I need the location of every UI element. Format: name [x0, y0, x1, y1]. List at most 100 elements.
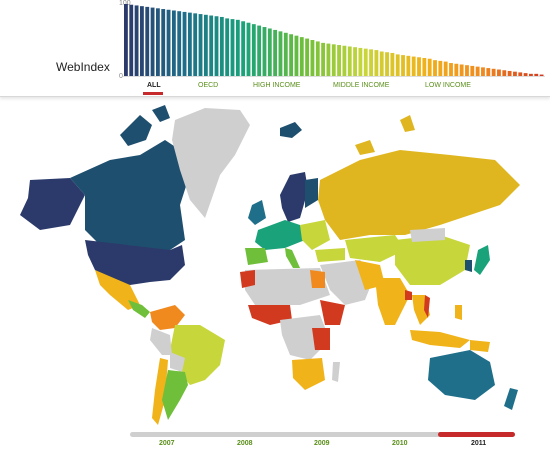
- bar[interactable]: [225, 18, 230, 76]
- bar[interactable]: [358, 47, 363, 76]
- bar[interactable]: [539, 74, 544, 76]
- bar[interactable]: [187, 12, 192, 77]
- bar[interactable]: [289, 34, 294, 76]
- country-korea[interactable]: [465, 260, 472, 272]
- country-argentina[interactable]: [162, 370, 188, 420]
- country-western-europe[interactable]: [255, 220, 305, 250]
- bar[interactable]: [257, 25, 262, 77]
- country-philippines[interactable]: [455, 305, 462, 320]
- country-madagascar[interactable]: [332, 362, 340, 382]
- year-2009[interactable]: 2009: [314, 440, 330, 447]
- bar[interactable]: [337, 45, 341, 76]
- bar[interactable]: [321, 42, 326, 76]
- bar[interactable]: [379, 51, 384, 76]
- bar[interactable]: [145, 6, 150, 77]
- bar[interactable]: [283, 32, 288, 76]
- country-morocco[interactable]: [240, 270, 255, 288]
- bar[interactable]: [481, 67, 485, 76]
- year-2007[interactable]: 2007: [159, 440, 175, 447]
- bar[interactable]: [331, 44, 336, 76]
- bar[interactable]: [459, 64, 464, 76]
- year-2010[interactable]: 2010: [392, 440, 408, 447]
- bar[interactable]: [470, 65, 475, 76]
- bar[interactable]: [155, 8, 160, 76]
- country-ethiopia-horn[interactable]: [320, 300, 345, 325]
- bar[interactable]: [235, 19, 240, 76]
- country-canada[interactable]: [70, 140, 195, 250]
- bar[interactable]: [161, 9, 166, 76]
- bar[interactable]: [294, 35, 299, 76]
- filter-all[interactable]: ALL: [147, 82, 161, 89]
- bar[interactable]: [374, 50, 379, 76]
- bar[interactable]: [401, 55, 405, 76]
- filter-middle-income[interactable]: MIDDLE INCOME: [333, 82, 390, 89]
- bar[interactable]: [523, 73, 528, 76]
- country-vietnam[interactable]: [424, 295, 430, 318]
- bar[interactable]: [465, 65, 469, 76]
- bar[interactable]: [342, 45, 347, 76]
- bar[interactable]: [150, 7, 155, 77]
- bar[interactable]: [310, 40, 315, 76]
- bar[interactable]: [278, 31, 283, 76]
- timeline-track[interactable]: [130, 432, 515, 437]
- bar[interactable]: [427, 58, 432, 76]
- bar[interactable]: [171, 10, 176, 77]
- country-egypt[interactable]: [310, 270, 325, 288]
- country-new-zealand[interactable]: [504, 388, 518, 410]
- bar[interactable]: [417, 57, 421, 76]
- country-central-america[interactable]: [128, 300, 150, 318]
- bar[interactable]: [507, 70, 512, 76]
- bar[interactable]: [124, 4, 128, 76]
- bar[interactable]: [443, 61, 448, 76]
- country-japan[interactable]: [474, 245, 490, 275]
- country-norway-sweden[interactable]: [280, 172, 308, 222]
- country-indonesia[interactable]: [410, 330, 470, 348]
- bar[interactable]: [230, 19, 235, 76]
- bar[interactable]: [198, 14, 203, 76]
- bar[interactable]: [305, 38, 310, 76]
- country-mexico[interactable]: [95, 270, 140, 310]
- bar[interactable]: [241, 21, 246, 77]
- country-turkey[interactable]: [315, 248, 345, 262]
- bar[interactable]: [390, 52, 395, 76]
- country-mongolia[interactable]: [410, 228, 445, 242]
- bar[interactable]: [139, 6, 144, 76]
- country-brazil[interactable]: [170, 325, 225, 385]
- bar[interactable]: [363, 48, 368, 76]
- country-kazakhstan[interactable]: [345, 235, 405, 262]
- country-russia[interactable]: [318, 150, 520, 240]
- bar[interactable]: [395, 54, 400, 76]
- country-canada-islands[interactable]: [120, 105, 170, 146]
- bar[interactable]: [219, 16, 224, 76]
- timeline-active-segment[interactable]: [438, 432, 515, 437]
- country-bolivia-paraguay[interactable]: [170, 352, 185, 372]
- bar[interactable]: [529, 73, 533, 76]
- bar[interactable]: [385, 52, 389, 76]
- bar[interactable]: [262, 27, 267, 76]
- country-southern-africa[interactable]: [292, 358, 325, 390]
- bar[interactable]: [406, 55, 411, 76]
- bar[interactable]: [353, 47, 357, 76]
- bar[interactable]: [449, 63, 453, 76]
- bar[interactable]: [513, 71, 517, 76]
- bar[interactable]: [267, 28, 272, 76]
- bar[interactable]: [193, 13, 198, 76]
- bar[interactable]: [497, 69, 501, 76]
- bar[interactable]: [534, 73, 539, 76]
- year-2008[interactable]: 2008: [237, 440, 253, 447]
- country-iceland[interactable]: [280, 122, 302, 138]
- bar[interactable]: [491, 68, 496, 76]
- country-north-africa[interactable]: [245, 268, 330, 305]
- bar[interactable]: [209, 15, 214, 76]
- bar[interactable]: [299, 37, 304, 76]
- country-peru[interactable]: [150, 328, 172, 355]
- bar[interactable]: [454, 63, 459, 76]
- bar[interactable]: [177, 11, 182, 77]
- bar[interactable]: [134, 5, 139, 76]
- country-uk-ireland[interactable]: [248, 200, 266, 225]
- bar[interactable]: [433, 60, 437, 76]
- country-australia[interactable]: [428, 350, 495, 400]
- bar[interactable]: [347, 46, 352, 76]
- country-eastern-europe[interactable]: [300, 220, 330, 250]
- bar[interactable]: [203, 14, 208, 77]
